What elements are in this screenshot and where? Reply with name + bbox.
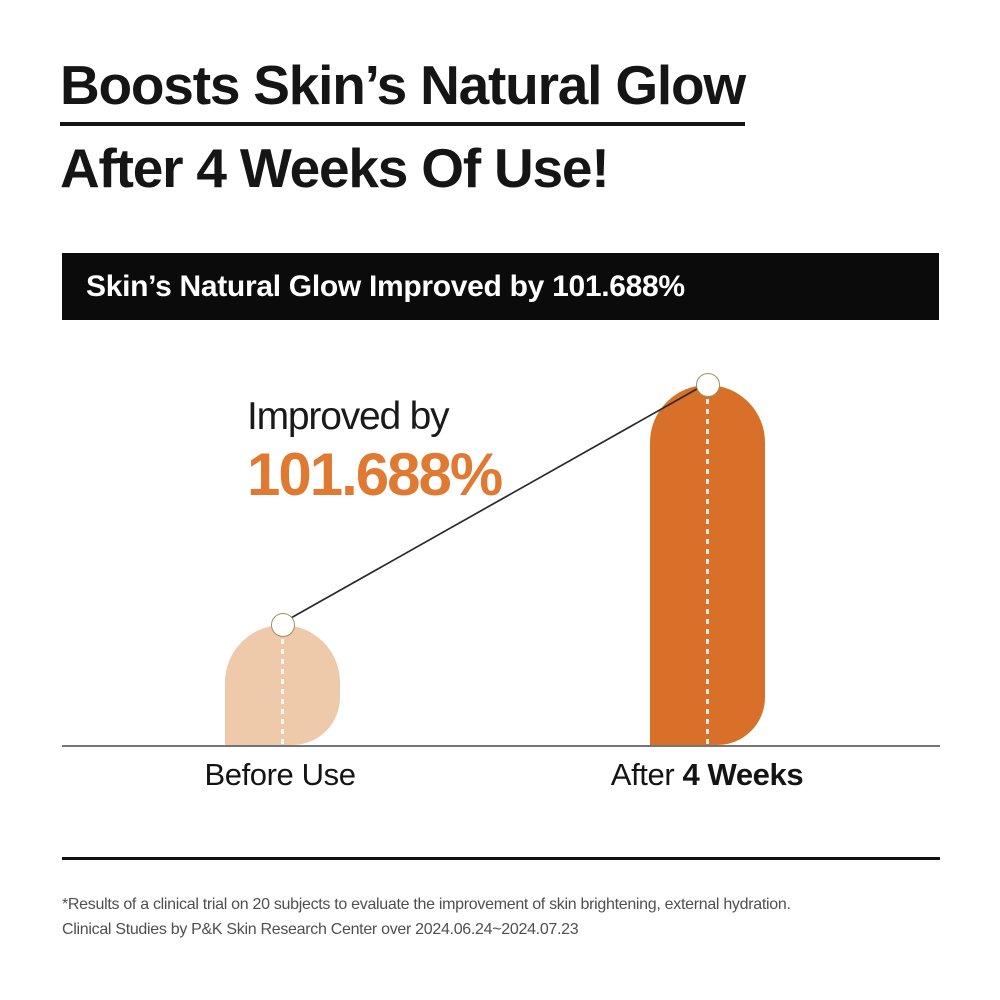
bar-after-top-marker xyxy=(695,373,720,397)
clinical-footnote-line2: Clinical Studies by P&K Skin Research Ce… xyxy=(62,921,579,938)
improvement-label: Improved by xyxy=(247,395,450,438)
xaxis-label-before-use: Before Use xyxy=(204,757,356,792)
bar-after-center-dash-line xyxy=(706,389,709,745)
improvement-annotation: Improved by 101.688% xyxy=(247,395,503,508)
bar-after-4-weeks xyxy=(650,373,765,745)
clinical-footnote-line1: *Results of a clinical trial on 20 subje… xyxy=(62,896,791,913)
page-title-line1: Boosts Skin’s Natural Glow xyxy=(60,58,746,126)
bar-before-top-marker xyxy=(270,613,295,637)
chart-baseline xyxy=(62,745,940,747)
footer-divider xyxy=(62,857,940,860)
bar-before-center-dash-line xyxy=(281,629,284,745)
clinical-footnote: *Results of a clinical trial on 20 subje… xyxy=(62,892,791,942)
xaxis-label-after-bold: 4 Weeks xyxy=(682,757,804,792)
page-title: Boosts Skin’s Natural Glow After 4 Weeks… xyxy=(60,58,746,199)
page-title-line2: After 4 Weeks Of Use! xyxy=(60,137,610,199)
headline-banner: Skin’s Natural Glow Improved by 101.688% xyxy=(62,253,939,320)
bar-before-use xyxy=(225,613,340,745)
xaxis-label-after-4-weeks: After 4 Weeks xyxy=(610,757,804,793)
headline-banner-text: Skin’s Natural Glow Improved by 101.688% xyxy=(86,270,685,303)
improvement-value: 101.688% xyxy=(247,441,503,508)
xaxis-label-after-prefix: After xyxy=(610,757,683,792)
